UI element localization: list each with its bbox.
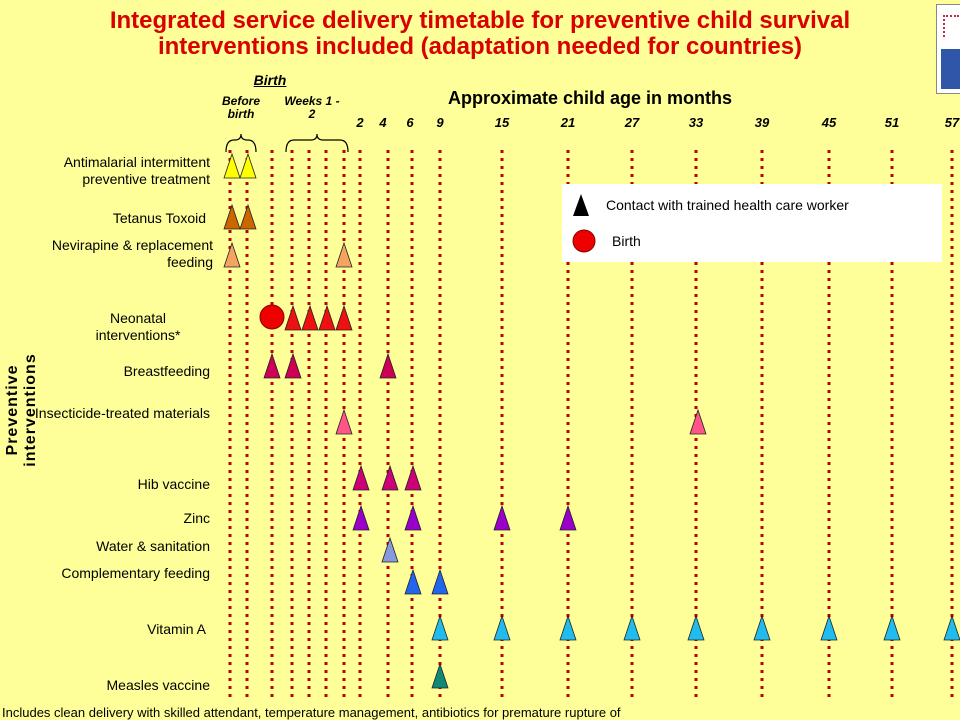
- contact-triangle: [404, 504, 422, 531]
- contact-triangle: [301, 304, 319, 331]
- contact-triangle: [284, 352, 302, 379]
- slide-title: Integrated service delivery timetable fo…: [109, 7, 851, 60]
- contact-triangle: [318, 304, 336, 331]
- contact-triangle: [431, 568, 449, 595]
- contact-triangle: [753, 614, 771, 641]
- row-label-itn: Insecticide-treated materials: [34, 405, 210, 421]
- row-label-neonatal: Neonatal interventions*: [95, 310, 181, 343]
- contact-triangle: [239, 203, 257, 230]
- contact-triangle: [335, 241, 353, 268]
- age-axis-title: Approximate child age in months: [447, 88, 733, 108]
- contact-triangle: [404, 568, 422, 595]
- age-tick-label: 51: [884, 115, 900, 130]
- row-label-nevirapine: Nevirapine & replacement feeding: [51, 237, 213, 270]
- contact-triangle: [335, 408, 353, 435]
- contact-triangle: [493, 614, 511, 641]
- contact-triangle: [493, 504, 511, 531]
- contact-triangle: [689, 408, 707, 435]
- footnote: Includes clean delivery with skilled att…: [2, 705, 621, 720]
- legend-birth-label: Birth: [612, 233, 641, 249]
- age-tick-label: 39: [754, 115, 770, 130]
- logo: [936, 4, 960, 94]
- contact-triangle: [943, 614, 960, 641]
- row-label-breastfeeding: Breastfeeding: [123, 363, 210, 379]
- contact-triangle: [820, 614, 838, 641]
- weeks-header: Weeks 1 - 2: [284, 94, 340, 121]
- contact-triangle: [352, 464, 370, 491]
- age-tick-label: 21: [560, 115, 576, 130]
- birth-marker: [259, 304, 285, 330]
- contact-triangle: [381, 464, 399, 491]
- age-tick-label: 6: [406, 115, 414, 130]
- age-tick-label: 9: [436, 115, 444, 130]
- row-label-tetanus: Tetanus Toxoid: [112, 210, 206, 226]
- age-tick-label: 2: [356, 115, 364, 130]
- contact-triangle: [239, 152, 257, 179]
- contact-triangle: [883, 614, 901, 641]
- birth-header: Birth: [253, 72, 287, 88]
- header-brace: [285, 133, 349, 153]
- contact-triangle: [381, 536, 399, 563]
- legend-contact-label: Contact with trained health care worker: [606, 197, 849, 213]
- contact-triangle: [431, 662, 449, 689]
- age-tick-label: 33: [688, 115, 704, 130]
- row-label-antimalarial: Antimalarial intermittent preventive tre…: [63, 154, 210, 187]
- row-label-zinc: Zinc: [183, 510, 210, 526]
- contact-triangle: [263, 352, 281, 379]
- legend-birth: Birth: [572, 228, 641, 254]
- age-tick-label: 4: [379, 115, 387, 130]
- age-tick-label: 27: [624, 115, 640, 130]
- row-label-complementary: Complementary feeding: [61, 565, 210, 581]
- age-tick-label: 15: [494, 115, 510, 130]
- black-triangle-icon: [573, 194, 589, 216]
- contact-triangle: [335, 304, 353, 331]
- contact-triangle: [687, 614, 705, 641]
- red-circle-icon: [572, 229, 596, 253]
- contact-triangle: [223, 203, 241, 230]
- contact-triangle: [559, 614, 577, 641]
- contact-triangle: [379, 352, 397, 379]
- header-brace: [225, 133, 257, 153]
- contact-triangle: [404, 464, 422, 491]
- row-label-water: Water & sanitation: [96, 538, 210, 554]
- contact-triangle: [223, 241, 241, 268]
- row-label-measles: Measles vaccine: [106, 677, 211, 693]
- before-birth-header: Before birth: [221, 94, 260, 121]
- contact-triangle: [559, 504, 577, 531]
- age-tick-label: 57: [944, 115, 960, 130]
- legend-contact: Contact with trained health care worker: [572, 192, 849, 218]
- legend: Contact with trained health care worker …: [562, 184, 942, 262]
- row-label-hib: Hib vaccine: [137, 476, 210, 492]
- contact-triangle: [223, 152, 241, 179]
- contact-triangle: [352, 504, 370, 531]
- age-tick-label: 45: [821, 115, 837, 130]
- contact-triangle: [284, 304, 302, 331]
- contact-triangle: [623, 614, 641, 641]
- contact-triangle: [431, 614, 449, 641]
- row-label-vitamin-a: Vitamin A: [147, 621, 206, 637]
